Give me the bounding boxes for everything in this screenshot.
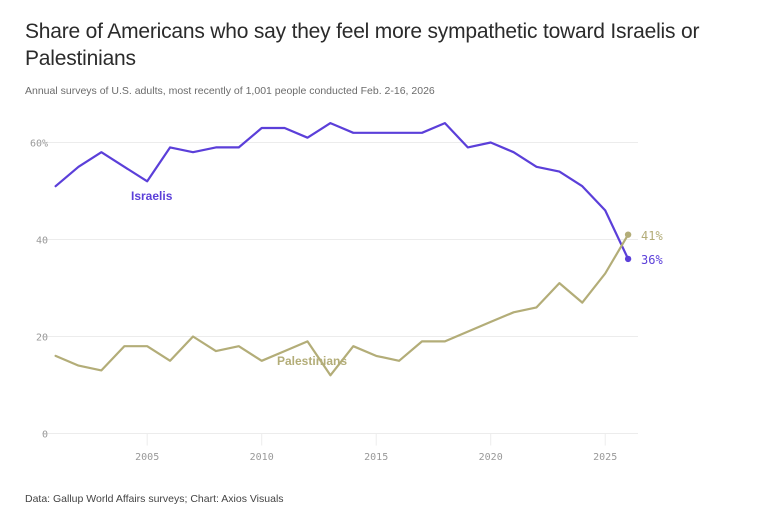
x-tick-label: 2010 xyxy=(250,452,274,463)
chart-source: Data: Gallup World Affairs surveys; Char… xyxy=(25,493,284,505)
series-line-palestinians xyxy=(54,233,630,377)
series-label-palestinians: Palestinians xyxy=(277,354,347,368)
axis-ticks: 0 20 40 60% 2005 2010 2015 2020 2025 xyxy=(30,139,617,464)
x-tick-label: 2025 xyxy=(593,452,617,463)
series-line-israelis xyxy=(54,121,630,260)
end-label-israelis: 36% xyxy=(641,253,663,267)
x-tick-label: 2005 xyxy=(135,452,159,463)
y-tick-label: 0 xyxy=(42,430,48,441)
gridlines xyxy=(42,142,638,446)
y-tick-label: 60% xyxy=(30,139,48,150)
chart-subtitle: Annual surveys of U.S. adults, most rece… xyxy=(25,85,435,97)
end-label-palestinians: 41% xyxy=(641,229,663,243)
y-tick-label: 40 xyxy=(36,236,48,247)
y-tick-label: 20 xyxy=(36,333,48,344)
x-tick-label: 2020 xyxy=(479,452,503,463)
chart-title: Share of Americans who say they feel mor… xyxy=(25,20,700,70)
end-point-palestinians xyxy=(624,231,632,238)
series xyxy=(54,121,632,377)
x-tick-label: 2015 xyxy=(364,452,388,463)
series-label-israelis: Israelis xyxy=(131,189,173,203)
end-point-israelis xyxy=(624,255,632,263)
